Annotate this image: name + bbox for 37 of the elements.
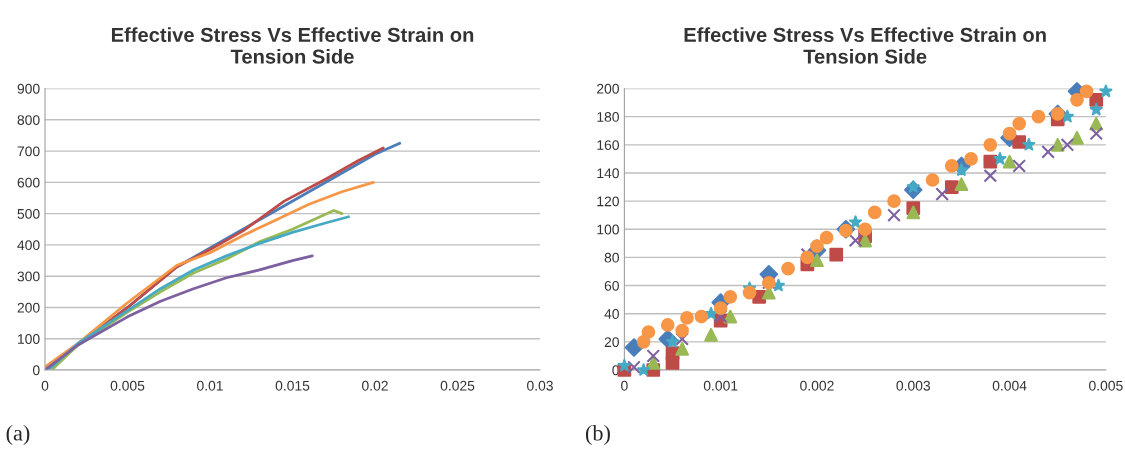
y-tick-label: 60	[604, 280, 619, 291]
y-tick-label: 900	[17, 83, 40, 94]
y-tick-label: 20	[604, 337, 619, 348]
y-tick-label: 500	[17, 208, 40, 219]
x-tick-label: 0.001	[703, 380, 738, 391]
x-tick-label: 0.03	[527, 380, 553, 391]
y-tick-label: 400	[17, 240, 40, 251]
y-tick-label: 80	[604, 252, 619, 263]
y-tick-label: 180	[597, 112, 619, 122]
y-tick-label: 100	[18, 334, 40, 344]
y-tick-label: 200	[17, 302, 40, 313]
y-tick-label: 140	[597, 168, 619, 179]
x-tick-label: 0.003	[896, 380, 931, 391]
chart-title: Effective Stress Vs Effective Strain on Tension Side	[684, 27, 1046, 64]
y-tick-label: 160	[597, 140, 619, 150]
y-tick-label: 300	[17, 271, 40, 282]
y-tick-label: 200	[597, 83, 619, 94]
y-tick-label: 700	[17, 146, 40, 157]
y-tick-label: 800	[17, 115, 40, 125]
y-tick-label: 40	[604, 309, 619, 319]
x-tick-label: 0.004	[992, 380, 1027, 391]
x-tick-label: 0.002	[800, 380, 834, 391]
text: (b)	[585, 424, 610, 446]
y-tick-label: 120	[597, 196, 619, 207]
x-tick-label: 0.025	[440, 380, 475, 391]
y-tick-label: 600	[17, 177, 40, 188]
x-tick-label: 0.005	[110, 380, 145, 391]
x-tick-label: 0	[621, 380, 628, 391]
chart-title: Effective Stress Vs Effective Strain on Tension Side	[111, 27, 474, 64]
x-tick-label: 0	[41, 380, 49, 391]
text: (a)	[6, 424, 30, 446]
x-tick-label: 0.01	[197, 380, 223, 391]
x-tick-label: 0.005	[1089, 380, 1123, 391]
y-tick-label: 0	[32, 365, 40, 376]
y-tick-label: 100	[597, 224, 619, 235]
x-tick-label: 0.015	[275, 380, 310, 391]
x-tick-label: 0.02	[362, 380, 388, 391]
